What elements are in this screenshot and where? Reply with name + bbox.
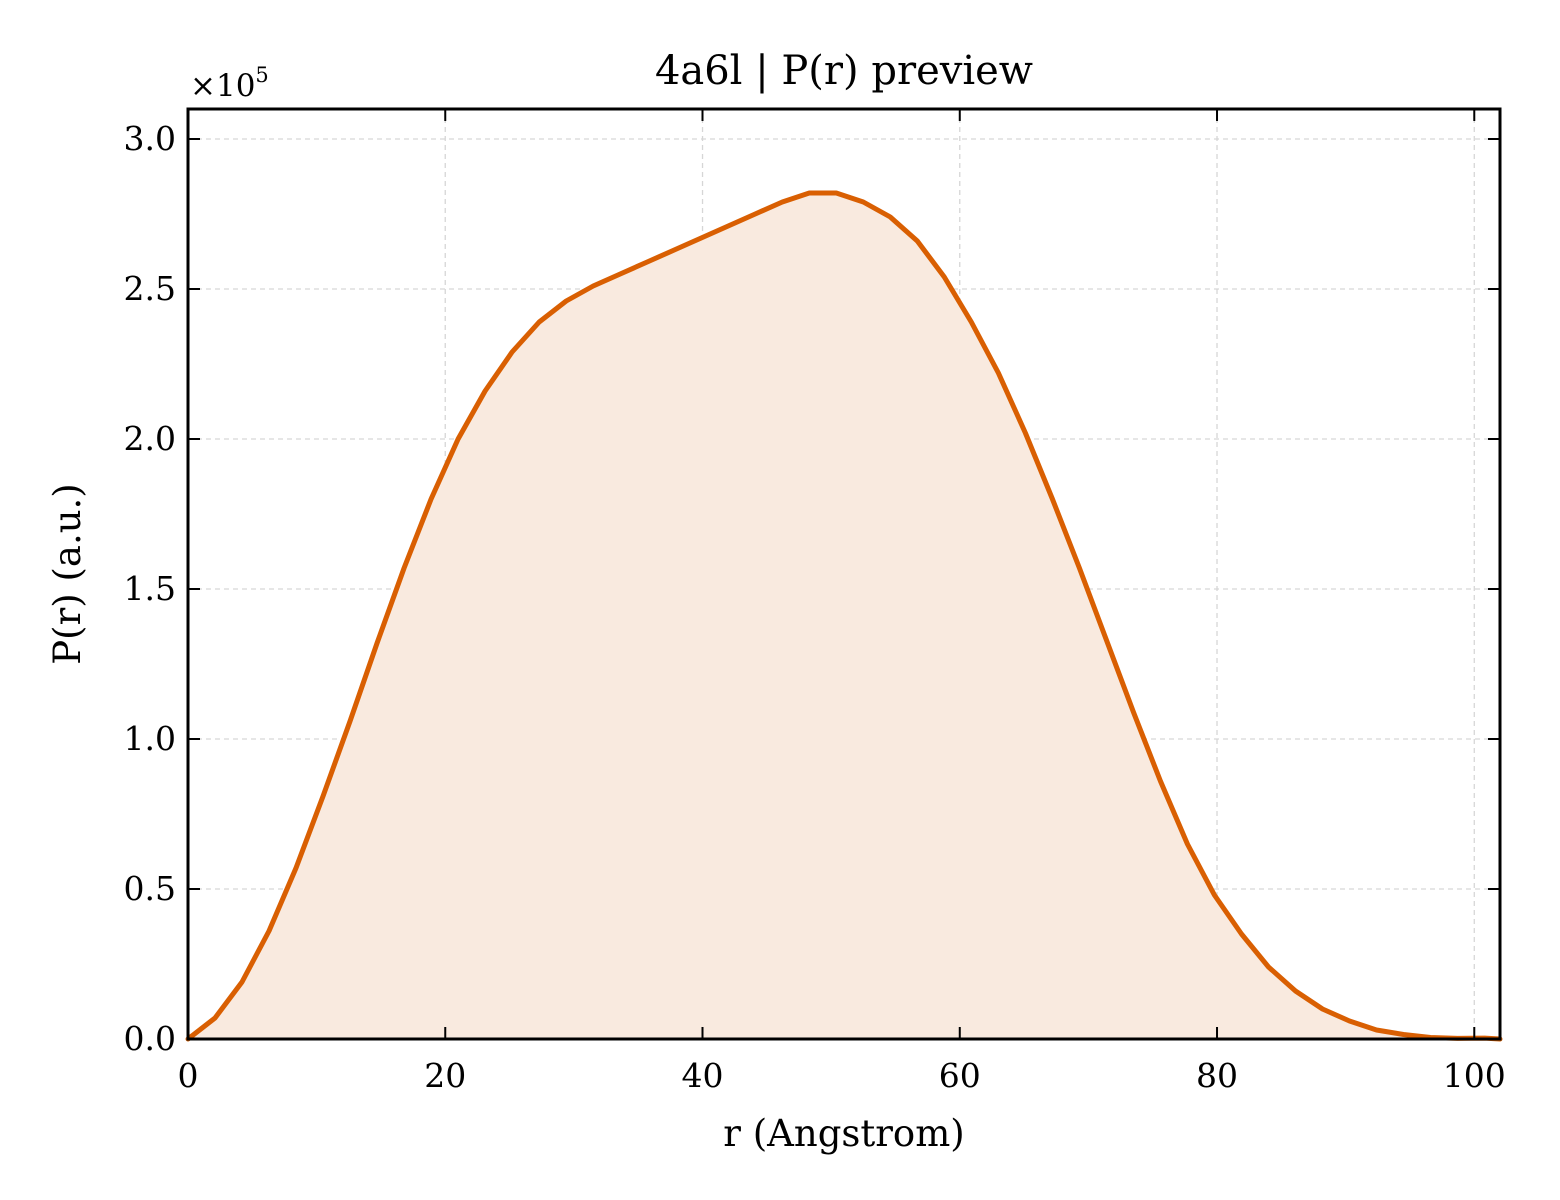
y-axis-label: P(r) (a.u.) xyxy=(46,483,89,665)
y-tick-label: 2.0 xyxy=(124,419,176,458)
x-tick-label: 60 xyxy=(939,1056,981,1095)
x-tick-label: 20 xyxy=(424,1056,466,1095)
x-tick-label: 40 xyxy=(682,1056,724,1095)
plot-frame xyxy=(186,107,1502,1041)
y-tick-label: 2.5 xyxy=(124,269,176,308)
y-tick-label: 0.0 xyxy=(124,1019,176,1058)
y-tick-labels: 0.0 0.5 1.0 1.5 2.0 2.5 3.0 xyxy=(124,119,176,1058)
x-tick-label: 100 xyxy=(1443,1056,1506,1095)
y-offset-label: ×105 xyxy=(190,63,269,104)
y-tick-label: 0.5 xyxy=(124,869,176,908)
chart-title: 4a6l | P(r) preview xyxy=(655,48,1033,94)
x-tick-labels: 0 20 40 60 80 100 xyxy=(178,1056,1506,1095)
pr-area-fill xyxy=(188,193,1500,1039)
x-axis-label: r (Angstrom) xyxy=(723,1112,964,1155)
y-tick-label: 3.0 xyxy=(124,119,176,158)
y-tick-label: 1.5 xyxy=(124,569,176,608)
y-tick-label: 1.0 xyxy=(124,719,176,758)
pr-curve-line xyxy=(185,190,1503,1042)
x-tick-label: 0 xyxy=(178,1056,199,1095)
ticks xyxy=(187,109,1500,1040)
x-tick-label: 80 xyxy=(1196,1056,1238,1095)
